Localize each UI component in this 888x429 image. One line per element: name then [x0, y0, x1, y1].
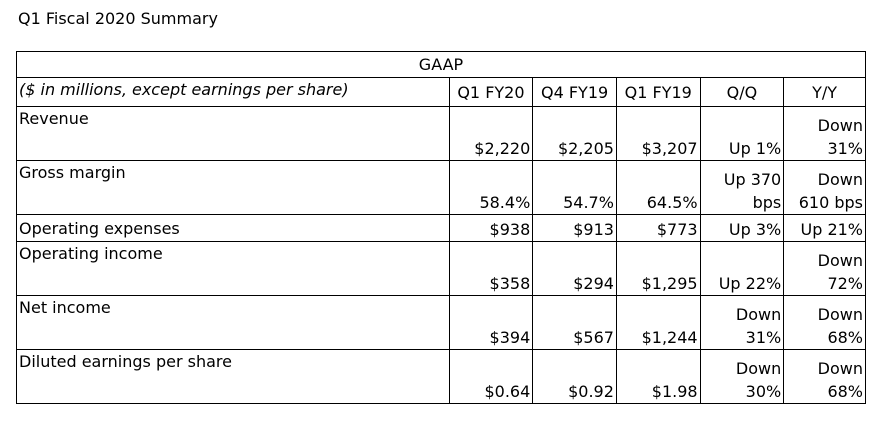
cell-value: $294: [532, 241, 617, 296]
column-header: Q4 FY19: [532, 77, 617, 107]
cell-change: Up 1%: [699, 106, 785, 161]
cell-change: Down 68%: [783, 349, 866, 404]
cell-value: $0.92: [532, 349, 617, 404]
cell-change: Up 22%: [699, 241, 785, 296]
cell-change: Down 31%: [699, 295, 785, 350]
cell-value: $1,295: [615, 241, 701, 296]
cell-value: $913: [532, 214, 617, 242]
table-row: Diluted earnings per share $0.64 $0.92 $…: [16, 349, 866, 404]
cell-value: 54.7%: [532, 160, 617, 215]
cell-value: $567: [532, 295, 617, 350]
cell-value: 58.4%: [448, 160, 534, 215]
row-label: Gross margin: [16, 160, 450, 215]
table-row: Net income $394 $567 $1,244 Down 31% Dow…: [16, 295, 866, 350]
row-label: Revenue: [16, 106, 450, 161]
column-header: Q1 FY19: [615, 77, 701, 107]
cell-change: Down 30%: [699, 349, 785, 404]
cell-value: $773: [615, 214, 701, 242]
cell-change: Down 72%: [783, 241, 866, 296]
cell-change: Up 370 bps: [699, 160, 785, 215]
table-row: Operating expenses $938 $913 $773 Up 3% …: [16, 214, 866, 242]
gaap-summary-table: GAAP ($ in millions, except earnings per…: [16, 51, 866, 404]
row-label: Operating expenses: [16, 214, 450, 242]
cell-value: $1,244: [615, 295, 701, 350]
column-header: Y/Y: [783, 77, 866, 107]
cell-change: Up 3%: [699, 214, 785, 242]
column-header: Q1 FY20: [448, 77, 534, 107]
cell-value: $938: [448, 214, 534, 242]
cell-value: 64.5%: [615, 160, 701, 215]
cell-change: Down 610 bps: [783, 160, 866, 215]
row-label: Diluted earnings per share: [16, 349, 450, 404]
cell-change: Down 31%: [783, 106, 866, 161]
header-label: ($ in millions, except earnings per shar…: [16, 77, 450, 107]
cell-value: $2,205: [532, 106, 617, 161]
section-header-row: GAAP: [16, 51, 866, 78]
column-header: Q/Q: [699, 77, 785, 107]
cell-change: Down 68%: [783, 295, 866, 350]
cell-value: $0.64: [448, 349, 534, 404]
section-title: GAAP: [16, 51, 866, 78]
row-label: Operating income: [16, 241, 450, 296]
table-row: Revenue $2,220 $2,205 $3,207 Up 1% Down …: [16, 106, 866, 161]
column-header-row: ($ in millions, except earnings per shar…: [16, 77, 866, 107]
page-title: Q1 Fiscal 2020 Summary: [18, 9, 218, 28]
row-label: Net income: [16, 295, 450, 350]
cell-change: Up 21%: [783, 214, 866, 242]
cell-value: $3,207: [615, 106, 701, 161]
cell-value: $2,220: [448, 106, 534, 161]
table-row: Operating income $358 $294 $1,295 Up 22%…: [16, 241, 866, 296]
cell-value: $1.98: [615, 349, 701, 404]
cell-value: $394: [448, 295, 534, 350]
table-row: Gross margin 58.4% 54.7% 64.5% Up 370 bp…: [16, 160, 866, 215]
cell-value: $358: [448, 241, 534, 296]
